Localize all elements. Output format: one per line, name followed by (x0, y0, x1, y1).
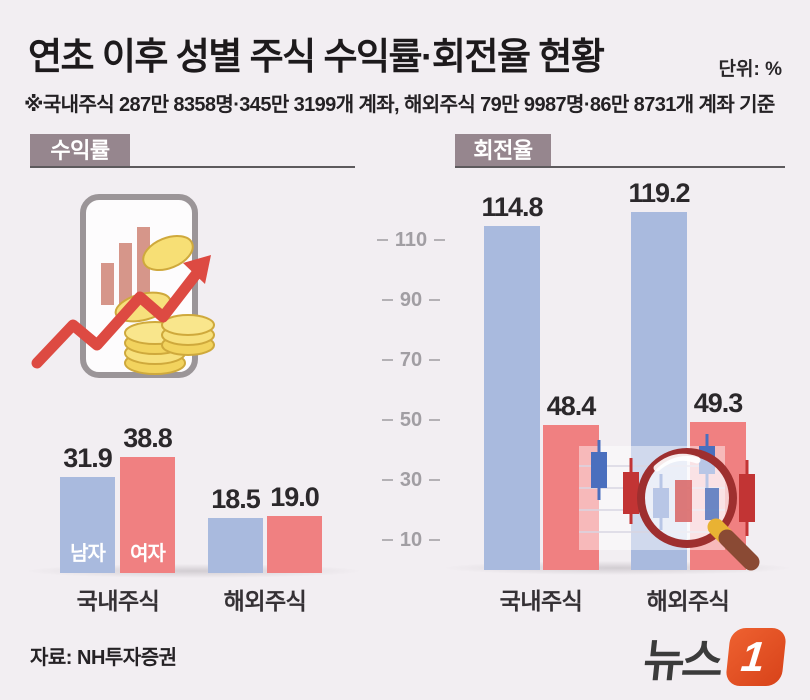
bar-value-label: 119.2 (628, 178, 690, 209)
category-label-overseas: 해외주식 (646, 588, 730, 614)
bar-returns-domestic-female[interactable]: 38.8 여자 (120, 423, 175, 573)
magnifier-icon (637, 448, 760, 571)
page-title: 연초 이후 성별 주식 수익률·회전율 현황 (28, 36, 605, 77)
y-tick-30: 30 (371, 469, 451, 491)
rising-arrow-icon (31, 255, 211, 369)
bar-value-label: 49.3 (693, 388, 744, 419)
bar-value-label: 114.8 (481, 191, 543, 222)
bar-value-label: 48.4 (546, 390, 597, 421)
bar-turnover-domestic-male[interactable]: 114.8 (481, 192, 544, 570)
series-label-female: 여자 (130, 543, 166, 565)
tick-dash (429, 479, 441, 481)
tick-dash (381, 299, 393, 301)
bar-value-label: 18.5 (211, 483, 261, 514)
bar-returns-overseas-female[interactable]: 19.0 (267, 482, 322, 573)
y-tick-70: 70 (371, 349, 451, 371)
bar-returns-overseas-male[interactable]: 18.5 (208, 484, 263, 573)
returns-badge-rule (30, 166, 355, 168)
bar-value-label: 38.8 (123, 422, 173, 453)
returns-section-badge: 수익률 (30, 134, 130, 168)
y-tick-110: 110 (371, 229, 451, 251)
turnover-y-axis: 110 90 70 50 30 10 (371, 200, 451, 570)
series-label-male: 남자 (70, 543, 106, 565)
tick-dash (429, 299, 441, 301)
bar-turnover-domestic-female[interactable]: 48.4 (543, 391, 599, 570)
y-tick-90: 90 (371, 289, 451, 311)
subtitle-note: ※국내주식 287만 8358명·345만 3199개 계좌, 해외주식 79만… (24, 94, 775, 116)
bar-value-label: 19.0 (270, 482, 320, 512)
bar-chart-icon (101, 227, 150, 305)
tick-dash (381, 479, 393, 481)
turnover-section-badge: 회전율 (455, 134, 551, 168)
news1-logo: 뉴스 1 (641, 624, 788, 689)
category-label-domestic: 국내주식 (76, 588, 160, 614)
turnover-badge-rule (455, 166, 785, 168)
stock-growth-illustration (31, 194, 215, 378)
tick-dash (434, 239, 446, 241)
candlestick-magnifier-illustration (579, 434, 760, 571)
bar-returns-domestic-male[interactable]: 31.9 남자 (60, 443, 115, 573)
category-label-domestic: 국내주식 (499, 588, 583, 614)
y-tick-10: 10 (371, 529, 451, 551)
news1-logo-text: 뉴스 (641, 635, 724, 686)
category-label-overseas: 해외주식 (223, 588, 307, 614)
tick-dash (381, 539, 393, 541)
tick-dash (429, 539, 441, 541)
bar-value-label: 31.9 (63, 443, 113, 474)
tick-dash (376, 239, 388, 241)
y-tick-50: 50 (371, 409, 451, 431)
tick-dash (381, 359, 393, 361)
unit-label: 단위: % (718, 59, 782, 80)
news1-logo-numeral: 1 (738, 632, 768, 680)
tick-dash (429, 359, 441, 361)
source-credit: 자료: NH투자증권 (30, 647, 177, 669)
news1-logo-tile: 1 (724, 627, 788, 686)
tick-dash (429, 419, 441, 421)
tick-dash (381, 419, 393, 421)
